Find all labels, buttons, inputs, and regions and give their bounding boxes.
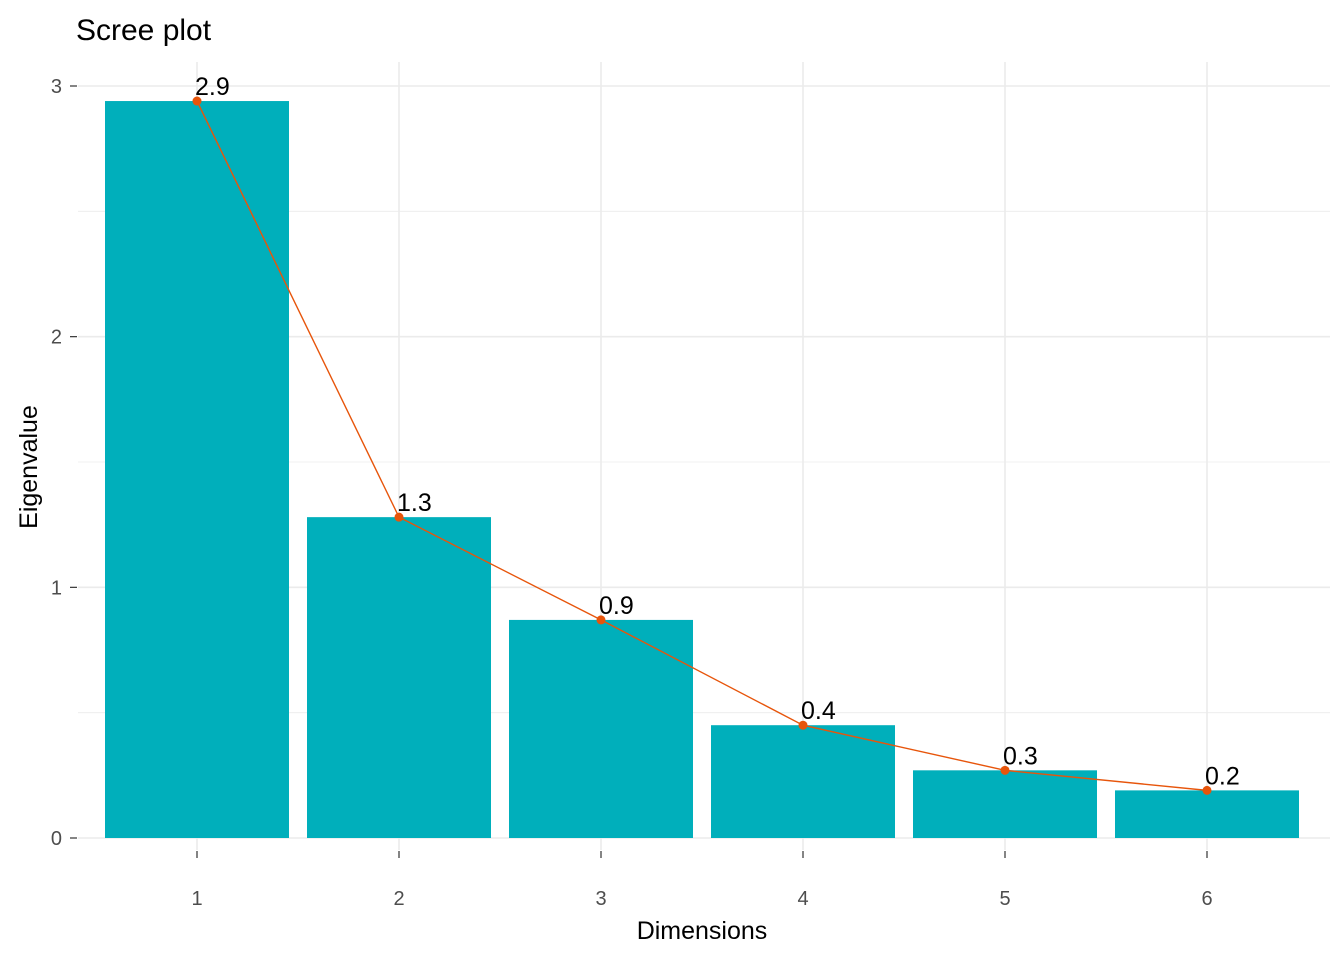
data-labels: 2.9 1.3 0.9 0.4 0.3 0.2 [195,73,1240,790]
eigenvalue-point [1000,765,1010,775]
eigenvalue-line [192,96,1212,795]
y-tick-label: 1 [51,577,62,599]
data-label: 0.9 [599,592,634,620]
eigenvalue-point [798,720,808,730]
bar [913,770,1097,838]
data-label: 0.4 [801,697,836,725]
data-label: 0.2 [1205,762,1240,790]
eigenvalue-point [192,96,202,106]
bar [1115,790,1299,838]
x-tick-label: 6 [1201,888,1212,910]
data-label: 1.3 [397,489,432,517]
data-label: 0.3 [1003,742,1038,770]
x-tick-label: 1 [191,888,202,910]
x-axis-title: Dimensions [637,917,768,945]
bar [711,725,895,838]
y-tick-label: 0 [51,828,62,850]
bar [307,517,491,838]
eigenvalue-point [596,615,606,625]
chart-title: Scree plot [76,14,212,47]
bars [105,101,1299,839]
y-axis: 0 1 2 3 [51,76,77,850]
y-tick-label: 2 [51,327,62,349]
eigenvalue-point [394,512,404,522]
bar [105,101,289,839]
bar [509,619,693,838]
x-tick-label: 4 [797,888,808,910]
data-label: 2.9 [195,73,230,101]
x-tick-label: 3 [595,888,606,910]
eigenvalue-polyline [196,100,1208,792]
eigenvalue-point [1202,785,1212,795]
x-tick-label: 5 [999,888,1010,910]
y-tick-label: 3 [51,76,62,98]
y-axis-title: Eigenvalue [15,405,43,529]
x-axis: 1 2 3 4 5 6 [191,851,1213,910]
x-tick-label: 2 [393,888,404,910]
